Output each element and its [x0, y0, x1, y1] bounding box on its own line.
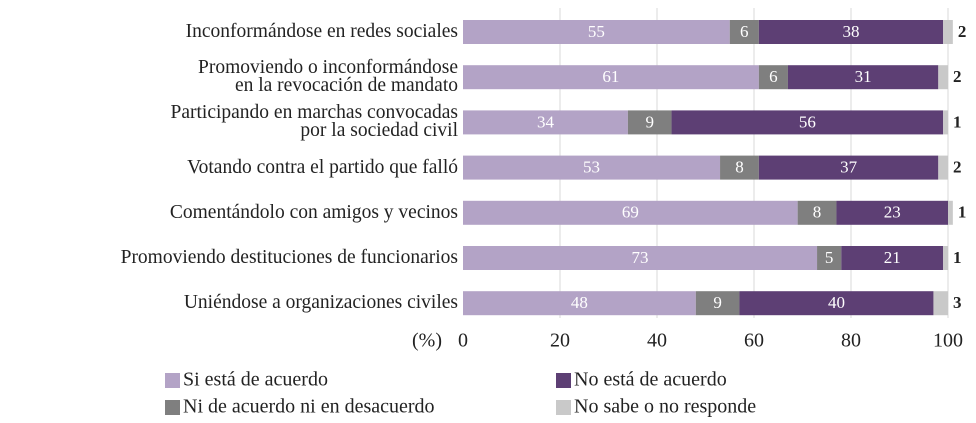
data-label: 48: [571, 293, 588, 312]
bar-segment: [758, 20, 944, 44]
bar-segment: [463, 291, 696, 316]
data-label: 1: [958, 203, 967, 222]
x-tick-label: 0: [458, 330, 468, 352]
bar-segment: [627, 110, 672, 135]
x-tick-label: 40: [647, 330, 667, 352]
x-tick-label: 80: [841, 330, 861, 352]
data-label: 1: [953, 112, 962, 131]
data-label: 21: [884, 248, 901, 267]
bar-segment: [938, 155, 948, 180]
bar-segment: [836, 200, 948, 225]
legend-swatch: [165, 400, 180, 415]
data-label: 9: [645, 112, 654, 131]
x-tick-label: 100: [933, 330, 963, 352]
data-label: 34: [537, 112, 555, 131]
bar-segment: [938, 65, 948, 90]
bar-segment: [787, 65, 939, 90]
legend-label: No está de acuerdo: [574, 369, 727, 391]
bar-segment: [758, 155, 939, 180]
data-label: 3: [953, 293, 962, 312]
data-label: 73: [632, 248, 649, 267]
data-label: 9: [713, 293, 722, 312]
y-tick-label: Uniéndose a organizaciones civiles: [183, 292, 458, 314]
bar-segment: [463, 65, 759, 90]
bar-segment: [817, 246, 842, 270]
bar-segment: [671, 110, 944, 135]
bar-segment: [463, 200, 798, 225]
data-label: 2: [953, 158, 962, 177]
data-label: 55: [588, 22, 605, 41]
bar-segment: [463, 110, 628, 135]
data-label: 40: [828, 293, 845, 312]
bar-segment: [739, 291, 934, 316]
x-tick-label: 60: [744, 330, 764, 352]
data-label: 2: [953, 67, 962, 86]
data-label: 6: [740, 22, 749, 41]
x-tick-label: 20: [550, 330, 570, 352]
data-label: 5: [825, 248, 834, 267]
data-label: 37: [840, 158, 858, 177]
x-axis-label: (%): [412, 330, 442, 352]
bar-segment: [463, 20, 730, 44]
bar-segment: [933, 291, 948, 316]
y-tick-label: Participando en marchas convocadas por l…: [170, 102, 458, 142]
data-label: 23: [884, 203, 901, 222]
bar-segment: [729, 20, 759, 44]
y-tick-label: Promoviendo o inconformándose en la revo…: [198, 57, 458, 97]
data-label: 8: [813, 203, 822, 222]
y-tick-label: Comentándolo con amigos y vecinos: [169, 201, 458, 223]
data-label: 2: [958, 22, 967, 41]
bar-segment: [943, 246, 948, 270]
y-tick-label: Votando contra el partido que falló: [187, 156, 458, 178]
bar-segment: [463, 155, 721, 180]
data-label: 56: [799, 112, 816, 131]
legend-label: Si está de acuerdo: [183, 369, 328, 391]
bar-segment: [841, 246, 944, 270]
data-label: 61: [602, 67, 619, 86]
bar-segment: [720, 155, 759, 180]
legend-swatch: [165, 373, 180, 388]
data-label: 38: [843, 22, 860, 41]
data-label: 69: [622, 203, 639, 222]
bar-segment: [797, 200, 837, 225]
data-label: 6: [769, 67, 778, 86]
bar-segment: [948, 200, 953, 225]
data-label: 53: [583, 158, 600, 177]
legend-label: Ni de acuerdo ni en desacuerdo: [183, 396, 435, 418]
data-label: 1: [953, 248, 962, 267]
y-tick-label: Inconformándose en redes sociales: [185, 21, 458, 43]
data-label: 31: [855, 67, 872, 86]
legend-swatch: [556, 400, 571, 415]
bar-segment: [943, 20, 953, 44]
bar-segment: [758, 65, 788, 90]
data-label: 8: [735, 158, 744, 177]
legend-label: No sabe o no responde: [574, 396, 756, 418]
bar-segment: [463, 246, 818, 270]
legend-swatch: [556, 373, 571, 388]
bar-segment: [695, 291, 740, 316]
y-tick-label: Promoviendo destituciones de funcionario…: [120, 247, 458, 269]
bar-segment: [943, 110, 948, 135]
